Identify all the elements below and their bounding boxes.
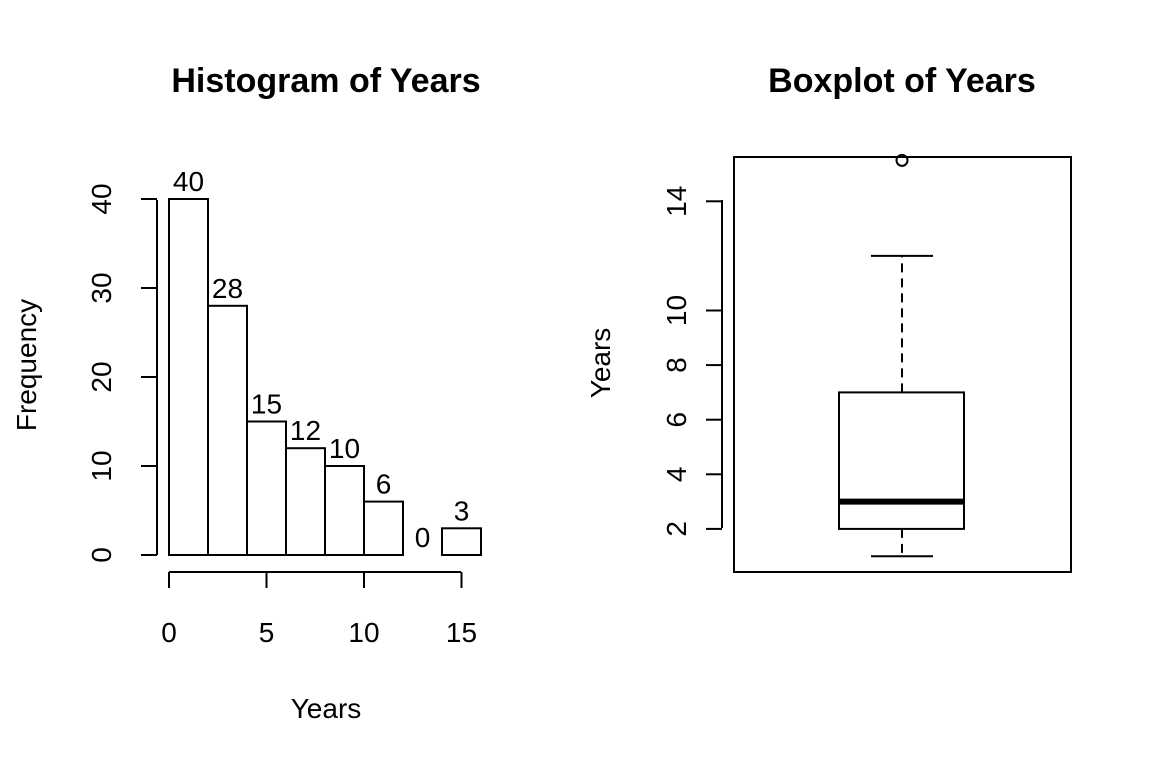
- histogram-x-tick-label: 10: [348, 617, 379, 648]
- histogram-bar: [324, 465, 365, 556]
- boxplot-y-tick-label: 10: [661, 295, 692, 326]
- histogram-bar-label: 40: [173, 166, 204, 197]
- boxplot-y-axis-label: Years: [585, 328, 616, 399]
- histogram-bar: [441, 527, 482, 556]
- histogram-bar: [246, 420, 287, 556]
- histogram-panel: Histogram of Years Years Frequency 40 28 1…: [11, 62, 482, 724]
- histogram-bar-label: 3: [454, 495, 470, 526]
- histogram-bar-label: 15: [251, 389, 282, 420]
- histogram-bar-label: 12: [290, 415, 321, 446]
- boxplot-outlier-point: [895, 153, 909, 167]
- boxplot-y-tick-label: 14: [661, 186, 692, 217]
- histogram-y-tick-label: 20: [86, 361, 117, 392]
- boxplot-y-tick-label: 4: [661, 467, 692, 483]
- histogram-bar-label: 28: [212, 273, 243, 304]
- histogram-y-tick-label: 10: [86, 450, 117, 481]
- boxplot-box: [838, 391, 965, 530]
- histogram-bar-label: 10: [329, 433, 360, 464]
- boxplot-title: Boxplot of Years: [768, 62, 1036, 100]
- histogram-y-tick-label: 0: [86, 547, 117, 563]
- boxplot-y-tick-label: 8: [661, 357, 692, 373]
- histogram-x-tick-label: 15: [446, 617, 477, 648]
- histogram-x-tick-label: 0: [161, 617, 177, 648]
- histogram-bar-label: 0: [415, 522, 431, 553]
- histogram-x-tick-label: 5: [259, 617, 275, 648]
- histogram-x-axis-label: Years: [291, 693, 362, 724]
- boxplot-panel: Boxplot of Years Years 2 4 6 8 10 14: [585, 62, 1072, 573]
- boxplot-y-tick-label: 2: [661, 521, 692, 537]
- histogram-bar: [285, 447, 326, 557]
- histogram-bar: [363, 500, 404, 557]
- histogram-bar: [168, 198, 209, 556]
- histogram-y-tick-label: 40: [86, 183, 117, 214]
- boxplot-y-tick-label: 6: [661, 412, 692, 428]
- boxplot-frame: [733, 156, 1072, 573]
- histogram-y-axis-label: Frequency: [11, 299, 42, 431]
- histogram-y-tick-label: 30: [86, 272, 117, 303]
- histogram-bar: [207, 304, 248, 556]
- histogram-bar-label: 6: [376, 469, 392, 500]
- histogram-title: Histogram of Years: [171, 62, 480, 100]
